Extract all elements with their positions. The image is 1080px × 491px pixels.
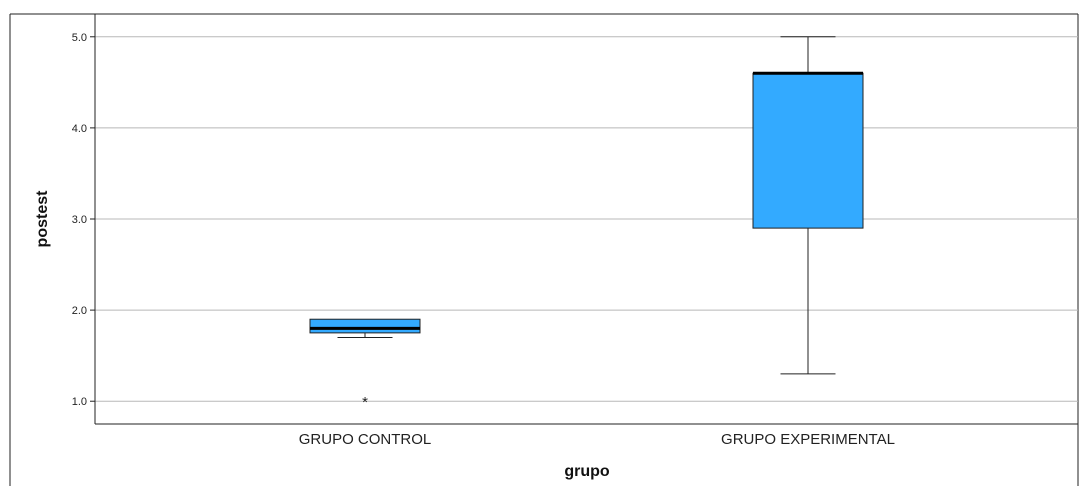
y-tick-label: 4.0 bbox=[72, 123, 87, 135]
y-tick-label: 5.0 bbox=[72, 32, 87, 44]
x-axis-title: grupo bbox=[564, 463, 610, 480]
y-tick-label: 1.0 bbox=[72, 396, 87, 408]
y-axis-title: postest bbox=[34, 190, 51, 248]
y-tick-label: 2.0 bbox=[72, 305, 87, 317]
grid-layer bbox=[95, 36, 1078, 402]
axis-layer bbox=[90, 14, 1078, 425]
y-tick-label: 3.0 bbox=[72, 214, 87, 226]
extreme-point: * bbox=[362, 394, 368, 411]
box-layer: * bbox=[309, 36, 864, 411]
x-category-label: GRUPO CONTROL bbox=[299, 431, 432, 448]
iqr-box bbox=[752, 72, 864, 229]
iqr-box bbox=[309, 318, 421, 334]
box-group: * bbox=[309, 318, 421, 411]
label-layer: 1.0 2.0 3.0 4.0 5.0 GRUPO CONTROL GRUPO EXPERI… bbox=[34, 32, 895, 480]
box-group bbox=[752, 36, 864, 375]
x-category-label: GRUPO EXPERIMENTAL bbox=[721, 431, 895, 448]
